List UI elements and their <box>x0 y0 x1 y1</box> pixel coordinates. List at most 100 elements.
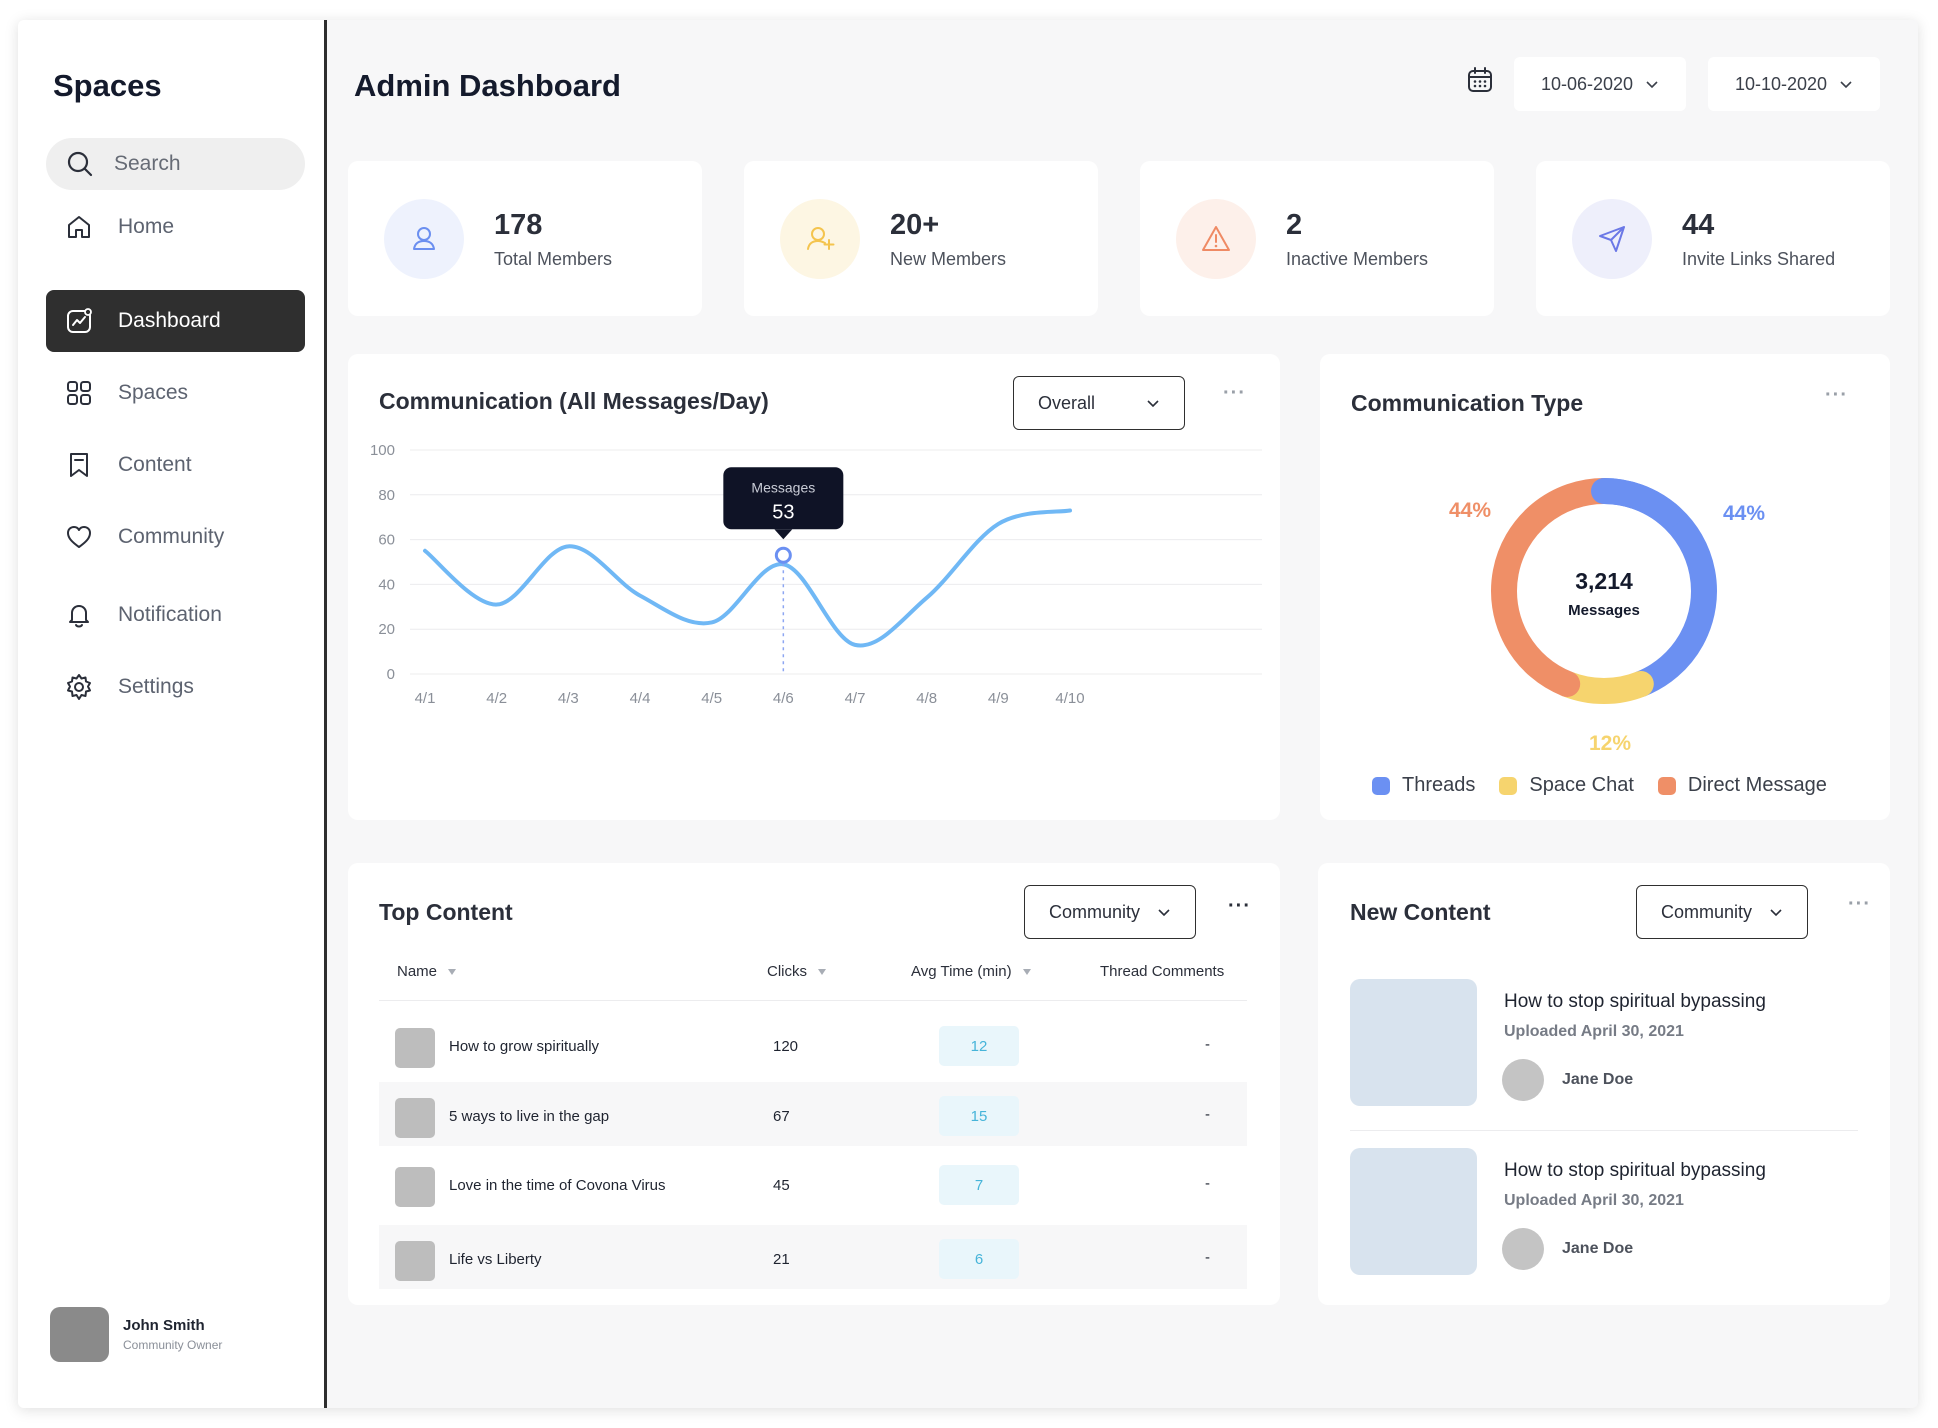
author: Jane Doe <box>1502 1059 1633 1101</box>
tooltip-value: 53 <box>772 501 794 523</box>
upload-date: Uploaded April 30, 2021 <box>1504 1023 1684 1040</box>
legend-item[interactable]: Direct Message <box>1657 774 1827 797</box>
chevron-down-icon <box>1646 81 1658 89</box>
new-content-filter-dropdown[interactable]: Community <box>1636 885 1808 939</box>
search-label: Search <box>114 152 181 175</box>
column-header-clicks[interactable]: Clicks <box>767 963 827 980</box>
legend-label: Threads <box>1402 774 1476 796</box>
stat-label: Invite Links Shared <box>1682 249 1836 269</box>
more-options-button[interactable]: ··· <box>1228 895 1251 917</box>
overall-filter-dropdown[interactable]: Overall <box>1013 376 1185 430</box>
avatar <box>1502 1059 1544 1101</box>
avatar <box>1502 1228 1544 1270</box>
communication-card: Communication (All Messages/Day) Overall… <box>348 354 1280 820</box>
column-header-thread-comments[interactable]: Thread Comments <box>1100 963 1224 980</box>
content-thumbnail <box>1350 979 1477 1106</box>
x-tick-label: 4/3 <box>558 690 579 707</box>
user-icon <box>413 227 435 250</box>
stat-icon-bg <box>384 199 464 279</box>
grid-icon <box>67 381 91 405</box>
legend-label: Direct Message <box>1687 774 1827 796</box>
sidebar-item-label: Dashboard <box>118 309 221 332</box>
legend-item[interactable]: Threads <box>1372 774 1475 797</box>
sort-down-icon <box>448 968 457 975</box>
start-date-select[interactable]: 10-06-2020 <box>1514 57 1686 111</box>
thread-comments: - <box>1205 1106 1210 1123</box>
series-line <box>423 508 1072 648</box>
pie-slice-direct-message[interactable] <box>1491 478 1617 697</box>
column-label: Thread Comments <box>1100 963 1225 980</box>
y-tick-label: 100 <box>370 442 395 459</box>
table-row[interactable]: 5 ways to live in the gap 67 15 - <box>379 1082 1247 1146</box>
stat-card-new-members: 20+ New Members <box>744 161 1098 316</box>
avg-time-badge: 12 <box>939 1026 1019 1066</box>
content-title: How to stop spiritual bypassing <box>1504 1160 1766 1181</box>
thread-comments: - <box>1205 1175 1210 1192</box>
x-tick-label: 4/6 <box>773 690 794 707</box>
divider <box>1350 1130 1858 1131</box>
card-title: New Content <box>1350 899 1491 925</box>
search-icon <box>67 151 93 177</box>
profile-name: John Smith <box>123 1317 205 1334</box>
table-row[interactable]: How to grow spiritually 120 12 - <box>379 1012 1247 1076</box>
y-tick-label: 0 <box>387 666 395 683</box>
sidebar-item-label: Content <box>118 453 192 476</box>
thread-comments: - <box>1205 1036 1210 1053</box>
content-thumbnail <box>395 1098 435 1138</box>
y-tick-label: 20 <box>378 621 395 638</box>
x-tick-label: 4/8 <box>916 690 937 707</box>
chevron-down-icon <box>1840 81 1852 89</box>
sidebar-item-spaces[interactable]: Spaces <box>46 362 305 424</box>
calendar-icon[interactable] <box>1466 66 1494 94</box>
user-profile[interactable]: John Smith Community Owner <box>50 1307 222 1362</box>
donut-center-label: Messages <box>1568 602 1640 619</box>
tooltip-label: Messages <box>751 479 815 495</box>
stat-card-total-members: 178 Total Members <box>348 161 702 316</box>
more-options-button[interactable]: ··· <box>1223 382 1246 404</box>
sort-down-icon <box>1022 968 1031 975</box>
avg-time-badge: 6 <box>939 1239 1019 1279</box>
donut-chart: 44% 12% 44% 3,214 Messages <box>1449 478 1765 755</box>
divider <box>379 1000 1247 1001</box>
stat-label: Total Members <box>494 249 613 269</box>
dropdown-value: Community <box>1049 901 1141 922</box>
content-clicks: 67 <box>773 1108 790 1125</box>
more-options-button[interactable]: ··· <box>1825 384 1848 406</box>
sidebar-item-content[interactable]: Content <box>46 434 305 496</box>
table-row[interactable]: Love in the time of Covona Virus 45 7 - <box>379 1151 1247 1215</box>
column-header-name[interactable]: Name <box>397 963 457 980</box>
upload-date: Uploaded April 30, 2021 <box>1504 1192 1684 1209</box>
user-plus-icon <box>807 227 835 250</box>
dropdown-value: Overall <box>1038 392 1096 413</box>
author: Jane Doe <box>1502 1228 1633 1270</box>
stat-label: New Members <box>890 249 1007 269</box>
table-row[interactable]: Life vs Liberty 21 6 - <box>379 1225 1247 1289</box>
sidebar-item-dashboard[interactable]: Dashboard <box>46 290 305 352</box>
column-header-avg-time[interactable]: Avg Time (min) <box>911 963 1032 980</box>
sidebar-item-community[interactable]: Community <box>46 506 305 568</box>
more-options-button[interactable]: ··· <box>1848 893 1871 915</box>
sidebar: Spaces Search Home Dashboard <box>18 20 327 1408</box>
send-icon <box>1599 226 1625 252</box>
search-input[interactable]: Search <box>46 138 305 190</box>
end-date-select[interactable]: 10-10-2020 <box>1708 57 1880 111</box>
avatar <box>50 1307 109 1362</box>
bell-icon <box>69 605 89 628</box>
legend-item[interactable]: Space Chat <box>1499 774 1634 797</box>
author-name: Jane Doe <box>1562 1071 1634 1088</box>
list-item[interactable]: How to stop spiritual bypassing Uploaded… <box>1350 1148 1858 1278</box>
sidebar-item-settings[interactable]: Settings <box>46 656 305 718</box>
column-label: Avg Time (min) <box>911 963 1012 980</box>
stat-value: 20+ <box>890 209 940 241</box>
x-tick-label: 4/9 <box>988 690 1009 707</box>
sidebar-item-home[interactable]: Home <box>46 196 305 258</box>
top-content-filter-dropdown[interactable]: Community <box>1024 885 1196 939</box>
column-label: Clicks <box>767 963 807 980</box>
page-title: Admin Dashboard <box>354 68 621 103</box>
list-item[interactable]: How to stop spiritual bypassing Uploaded… <box>1350 979 1858 1109</box>
sidebar-item-label: Spaces <box>118 381 189 404</box>
content-thumbnail <box>1350 1148 1477 1275</box>
sidebar-item-notification[interactable]: Notification <box>46 584 305 646</box>
highlight-point[interactable] <box>774 546 792 564</box>
gear-icon <box>67 674 91 700</box>
